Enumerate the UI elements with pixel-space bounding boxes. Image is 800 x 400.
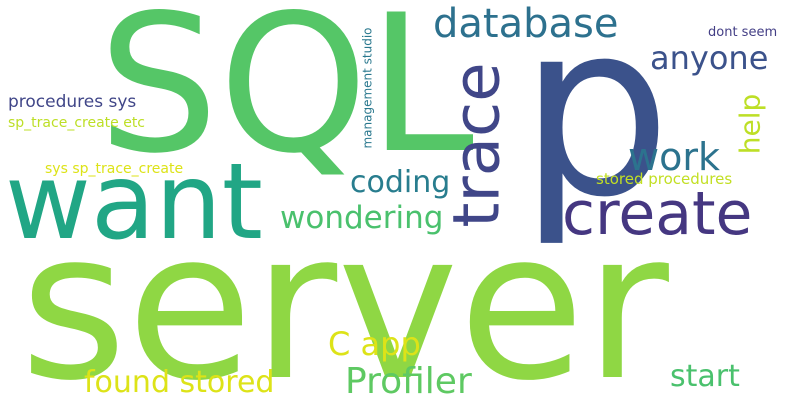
word-sql: SQL	[98, 0, 475, 195]
word-dont-seem: dont seem	[708, 25, 778, 40]
word-stored-procedures: stored procedures	[596, 170, 733, 188]
word-procedures-sys: procedures sys	[8, 92, 137, 112]
word-sp-trace-create-etc: sp_trace_create etc	[8, 115, 146, 131]
word-p: p	[519, 0, 672, 250]
word-sys-sp-trace-create: sys sp_trace_create	[45, 161, 184, 177]
word-work: work	[628, 135, 720, 179]
word-create: create	[562, 179, 753, 249]
word-c-app: C app	[328, 325, 421, 363]
word-start: start	[670, 359, 740, 394]
word-database: database	[433, 1, 619, 47]
word-anyone: anyone	[650, 39, 769, 77]
word-server: server	[20, 188, 669, 400]
word-want: want	[5, 141, 263, 263]
word-management-studio: management studio	[360, 27, 375, 149]
word-help: help	[733, 93, 767, 155]
word-profiler: Profiler	[345, 361, 472, 400]
word-coding: coding	[350, 165, 451, 200]
word-found-stored: found stored	[84, 365, 275, 400]
word-wondering: wondering	[280, 200, 444, 236]
